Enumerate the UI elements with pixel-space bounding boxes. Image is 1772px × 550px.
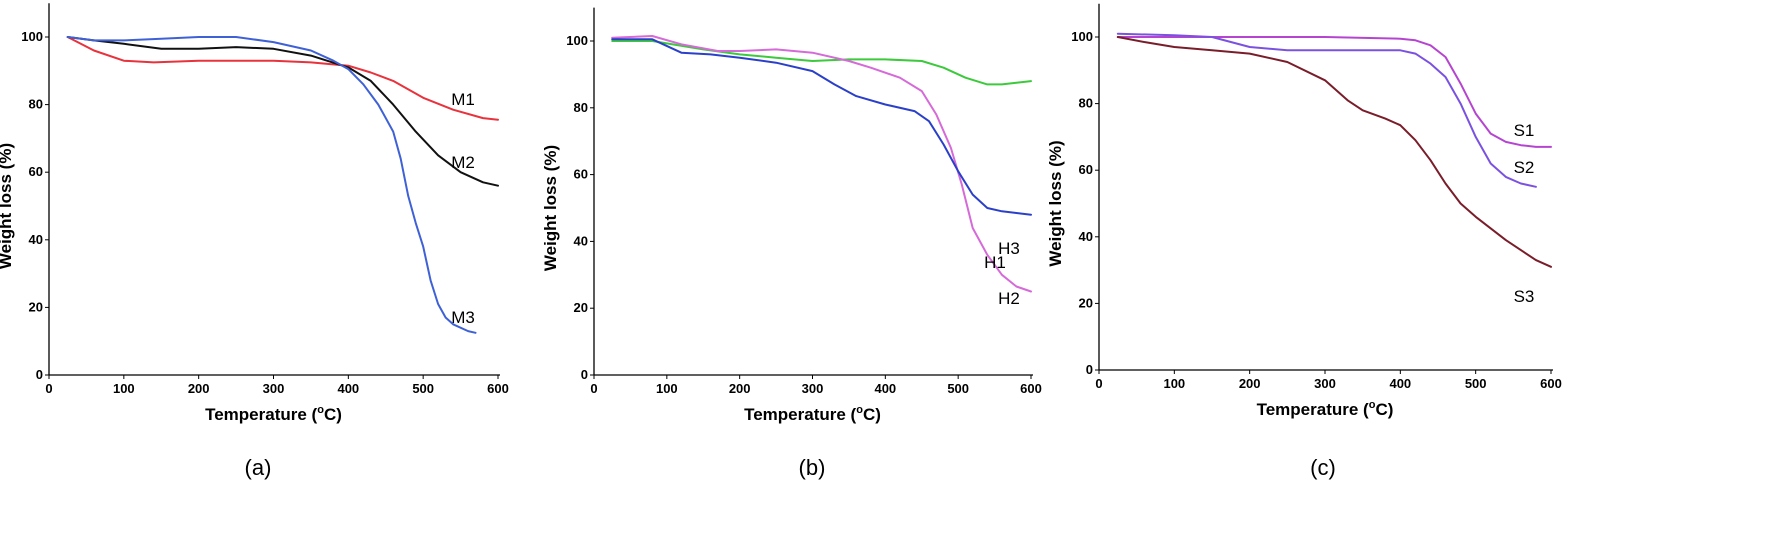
series-label-m1: M1	[451, 90, 475, 109]
panel-caption: (c)	[1310, 455, 1336, 480]
x-axis-label: Temperature (oC)	[744, 404, 881, 424]
x-tick-label: 500	[947, 381, 969, 396]
chart-panel-b: 0 100 200 300 400 500 600 0 20 40 60 80 100 Temperatu…	[541, 7, 1042, 480]
x-tick-label: 0	[1095, 376, 1102, 391]
x-tick-label: 200	[188, 381, 210, 396]
x-axis-label: Temperature (oC)	[1257, 399, 1394, 419]
panel-caption: (b)	[799, 455, 826, 480]
series-label-s2: S2	[1514, 158, 1535, 177]
x-tick-label: 400	[337, 381, 359, 396]
y-tick-label: 60	[574, 167, 588, 182]
x-tick-label: 100	[656, 381, 678, 396]
x-tick-label: 600	[487, 381, 509, 396]
y-tick-label: 20	[1079, 295, 1093, 310]
series-label-h1: H1	[984, 253, 1006, 272]
y-tick-label: 0	[1086, 362, 1093, 377]
x-tick-label: 400	[874, 381, 896, 396]
y-tick-label: 60	[29, 164, 43, 179]
series-line-m3	[66, 36, 477, 334]
x-tick-label: 200	[729, 381, 751, 396]
panel-caption: (a)	[245, 455, 272, 480]
x-tick-label: 200	[1239, 376, 1261, 391]
y-tick-label: 40	[574, 233, 588, 248]
y-tick-label: 40	[29, 232, 43, 247]
y-tick-label: 80	[574, 100, 588, 115]
y-tick-label: 100	[1071, 29, 1093, 44]
x-tick-label: 500	[1465, 376, 1487, 391]
chart-panel-a: 0 100 200 300 400 500 600 0 20 40 60 80 100 Temperatu…	[0, 3, 509, 480]
y-axis-label: Weight loss (%)	[541, 145, 560, 271]
series-line-m1	[66, 36, 499, 121]
x-tick-label: 500	[412, 381, 434, 396]
y-tick-label: 100	[566, 33, 588, 48]
series-label-m2: M2	[451, 153, 475, 172]
x-tick-label: 0	[590, 381, 597, 396]
x-tick-label: 600	[1540, 376, 1562, 391]
series-label-s3: S3	[1514, 287, 1535, 306]
series-label-m3: M3	[451, 308, 475, 327]
series-line-h1	[611, 40, 1032, 86]
x-tick-label: 100	[113, 381, 135, 396]
y-tick-label: 80	[29, 97, 43, 112]
series-line-s1	[1116, 36, 1552, 148]
y-tick-label: 100	[21, 29, 43, 44]
x-tick-label: 400	[1389, 376, 1411, 391]
series-label-h3: H3	[998, 239, 1020, 258]
x-axis-label: Temperature (oC)	[205, 404, 342, 424]
x-tick-label: 600	[1020, 381, 1042, 396]
y-tick-label: 0	[581, 367, 588, 382]
x-tick-label: 300	[1314, 376, 1336, 391]
y-tick-label: 80	[1079, 96, 1093, 111]
y-axis-label: Weight loss (%)	[1046, 140, 1065, 266]
x-tick-label: 300	[802, 381, 824, 396]
y-tick-label: 20	[29, 299, 43, 314]
series-label-h2: H2	[998, 289, 1020, 308]
y-axis-label: Weight loss (%)	[0, 143, 15, 269]
series-line-s3	[1116, 36, 1552, 268]
series-line-h2	[611, 35, 1032, 293]
y-tick-label: 0	[36, 367, 43, 382]
y-tick-label: 20	[574, 300, 588, 315]
series-line-m2	[66, 36, 499, 187]
chart-panel-c: 0 100 200 300 400 500 600 0 20 40 60 80 100 Temperatu…	[1046, 3, 1562, 480]
series-line-s2	[1116, 32, 1537, 188]
x-tick-label: 300	[263, 381, 285, 396]
series-line-h3	[611, 38, 1032, 216]
y-tick-label: 40	[1079, 229, 1093, 244]
x-tick-label: 0	[45, 381, 52, 396]
series-label-s1: S1	[1514, 121, 1535, 140]
x-tick-label: 100	[1163, 376, 1185, 391]
y-tick-label: 60	[1079, 162, 1093, 177]
